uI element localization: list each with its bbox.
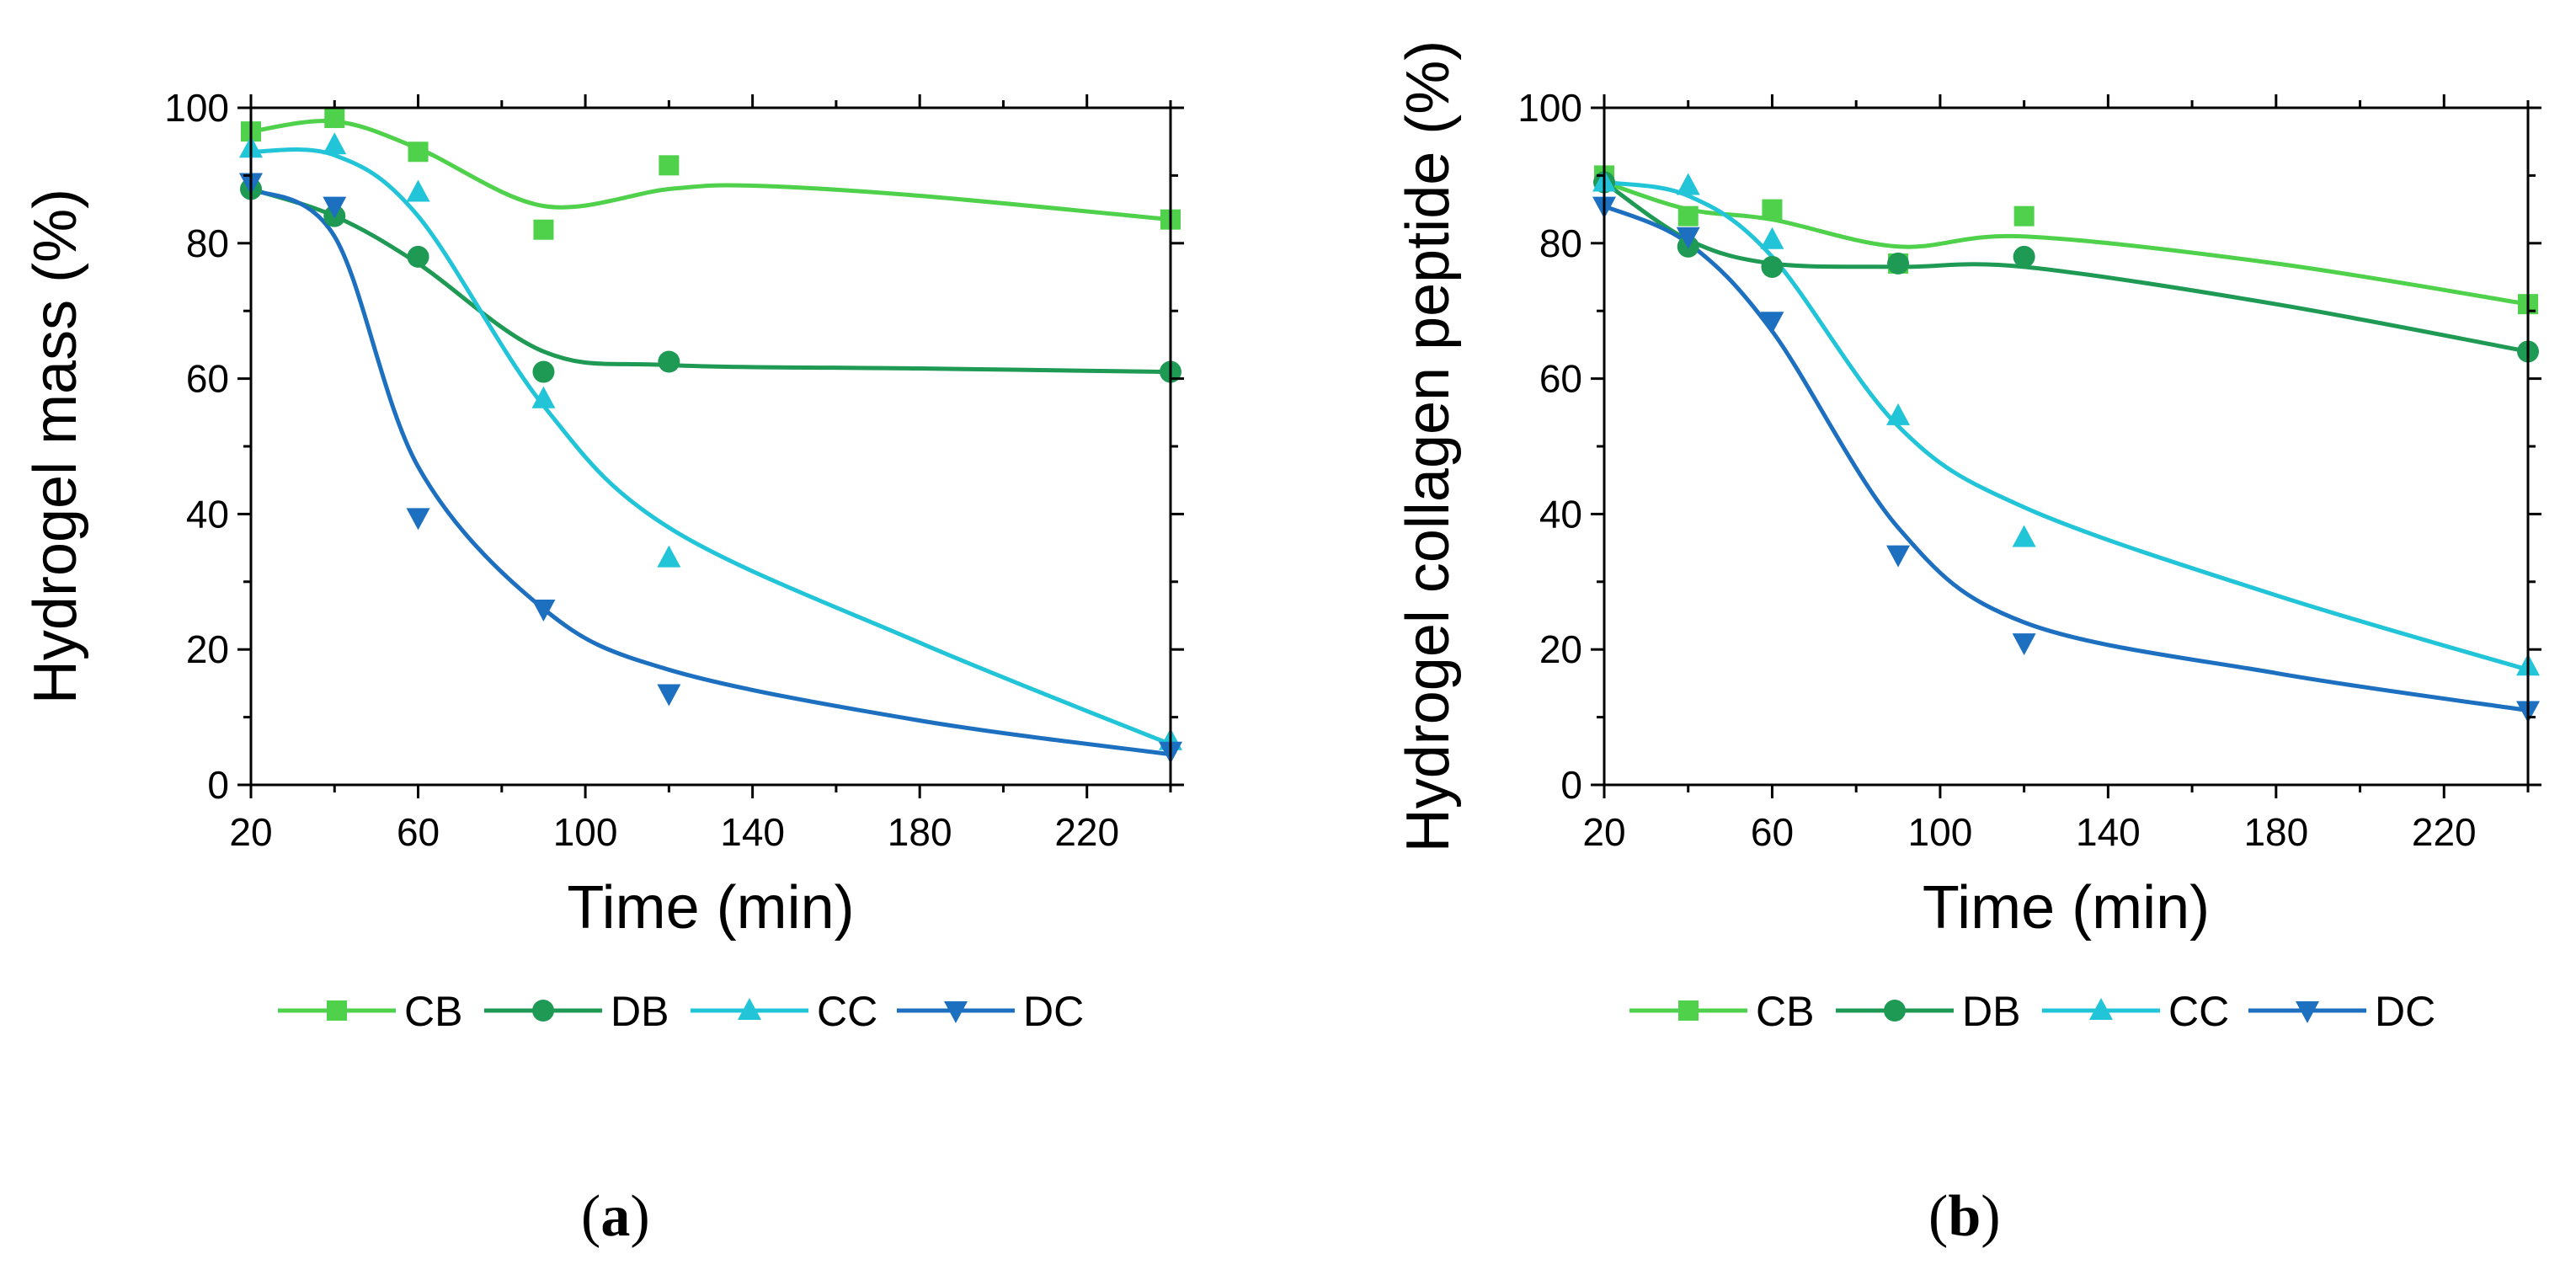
y-tick-label: 60 — [1539, 357, 1582, 401]
fit-line-dc — [1602, 204, 2531, 713]
data-point-cc — [1760, 227, 1784, 249]
data-point-dc — [1676, 227, 1700, 249]
y-tick-label: 40 — [186, 492, 229, 536]
legend-marker-cc — [738, 998, 761, 1020]
fit-line-cb — [248, 119, 1173, 222]
fit-line-cb — [1602, 179, 2531, 307]
legend-marker-cc — [2089, 998, 2113, 1020]
x-tick-label: 60 — [397, 810, 440, 854]
panel-label-b: (b) — [1928, 1184, 2001, 1249]
x-tick-label: 220 — [1054, 810, 1119, 854]
fit-line-dc — [248, 187, 1173, 757]
data-point-db — [407, 245, 429, 268]
y-axis-title: Hydrogel mass (%) — [22, 189, 89, 704]
data-point-dc — [1886, 545, 1911, 568]
data-point-cc — [657, 545, 681, 568]
x-axis-title: Time (min) — [1923, 874, 2210, 942]
fit-line-db — [1602, 179, 2531, 354]
data-point-cb — [408, 141, 429, 163]
data-point-cc — [1886, 403, 1911, 425]
legend: CB DB CC DC — [278, 988, 1084, 1035]
x-tick-label: 100 — [1908, 810, 1973, 854]
fit-line-cc — [1602, 179, 2531, 672]
y-tick-label: 40 — [1539, 492, 1582, 536]
data-point-cb — [324, 108, 345, 129]
legend-label-dc: DC — [1023, 988, 1084, 1035]
data-point-dc — [406, 508, 430, 531]
x-tick-label: 140 — [2076, 810, 2141, 854]
x-tick-label: 100 — [553, 810, 618, 854]
data-point-cc — [406, 179, 430, 202]
x-tick-label: 180 — [888, 810, 952, 854]
data-point-cb — [2013, 205, 2035, 227]
legend-label-db: DB — [1962, 988, 2020, 1035]
data-point-dc — [1760, 312, 1784, 334]
y-tick-label: 0 — [1560, 763, 1582, 807]
data-point-cc — [1676, 173, 1700, 195]
legend-label-db: DB — [611, 988, 669, 1035]
legend-marker-dc — [944, 1001, 968, 1023]
legend-marker-cb — [1678, 1000, 1699, 1021]
x-tick-label: 180 — [2243, 810, 2308, 854]
legend-label-cc: CC — [817, 988, 877, 1035]
legend: CB DB CC DC — [1629, 988, 2435, 1035]
y-tick-label: 80 — [1539, 221, 1582, 265]
data-point-dc — [323, 196, 347, 219]
y-tick-label: 100 — [164, 86, 229, 130]
y-tick-label: 80 — [186, 221, 229, 265]
legend-marker-db — [1884, 1000, 1906, 1022]
data-point-cc — [531, 386, 556, 408]
fit-line-cc — [248, 147, 1173, 747]
legend-label-dc: DC — [2375, 988, 2435, 1035]
data-point-db — [532, 360, 555, 383]
plot-frame — [249, 106, 1172, 787]
data-point-cb — [1677, 205, 1699, 227]
x-tick-label: 20 — [1582, 810, 1625, 854]
data-point-db — [1761, 255, 1784, 278]
legend-marker-dc — [2296, 1001, 2319, 1023]
y-tick-label: 20 — [1539, 627, 1582, 671]
data-point-cb — [1762, 199, 1783, 220]
data-point-dc — [657, 684, 681, 707]
legend-label-cc: CC — [2168, 988, 2229, 1035]
data-point-dc — [2012, 633, 2036, 656]
legend-label-cb: CB — [1756, 988, 1814, 1035]
data-point-cc — [323, 132, 347, 155]
data-point-dc — [531, 599, 556, 621]
y-tick-label: 20 — [186, 627, 229, 671]
legend-marker-db — [532, 1000, 554, 1022]
x-tick-label: 220 — [2412, 810, 2477, 854]
data-point-cb — [659, 155, 680, 176]
legend-marker-cb — [327, 1000, 347, 1021]
data-point-cc — [2012, 525, 2036, 547]
legend-label-cb: CB — [404, 988, 462, 1035]
y-tick-label: 100 — [1517, 86, 1582, 130]
y-axis-title: Hydrogel collagen peptide (%) — [1395, 40, 1462, 853]
x-tick-label: 20 — [229, 810, 272, 854]
x-tick-label: 60 — [1751, 810, 1794, 854]
data-point-db — [1887, 252, 1910, 275]
plot-frame — [1603, 106, 2530, 787]
y-tick-label: 60 — [186, 357, 229, 401]
fit-line-db — [248, 187, 1173, 375]
x-tick-label: 140 — [720, 810, 785, 854]
x-axis-title: Time (min) — [567, 874, 854, 942]
y-tick-label: 0 — [207, 763, 229, 807]
data-point-cb — [533, 219, 554, 240]
data-point-db — [658, 350, 680, 373]
panel-label-a: (a) — [581, 1184, 650, 1249]
data-point-db — [2013, 245, 2035, 268]
